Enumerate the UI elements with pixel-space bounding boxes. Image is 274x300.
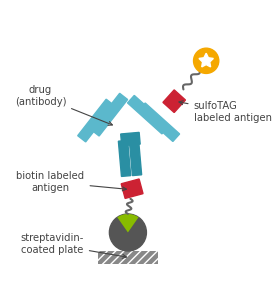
Polygon shape xyxy=(91,93,128,136)
Text: biotin labeled
antigen: biotin labeled antigen xyxy=(16,171,126,193)
Polygon shape xyxy=(118,140,131,176)
Polygon shape xyxy=(199,53,213,67)
Polygon shape xyxy=(129,140,142,175)
Text: sulfoTAG
labeled antigen: sulfoTAG labeled antigen xyxy=(179,101,272,123)
Wedge shape xyxy=(117,214,139,232)
Circle shape xyxy=(193,48,219,74)
Polygon shape xyxy=(78,99,114,142)
Bar xyxy=(98,251,158,264)
Text: streptavidin-
coated plate: streptavidin- coated plate xyxy=(21,233,127,258)
Text: drug
(antibody): drug (antibody) xyxy=(15,85,112,125)
Polygon shape xyxy=(127,95,169,134)
Polygon shape xyxy=(121,179,143,198)
Polygon shape xyxy=(138,103,180,142)
Circle shape xyxy=(109,214,146,251)
Polygon shape xyxy=(121,132,140,146)
Bar xyxy=(98,251,158,264)
Polygon shape xyxy=(163,90,185,112)
